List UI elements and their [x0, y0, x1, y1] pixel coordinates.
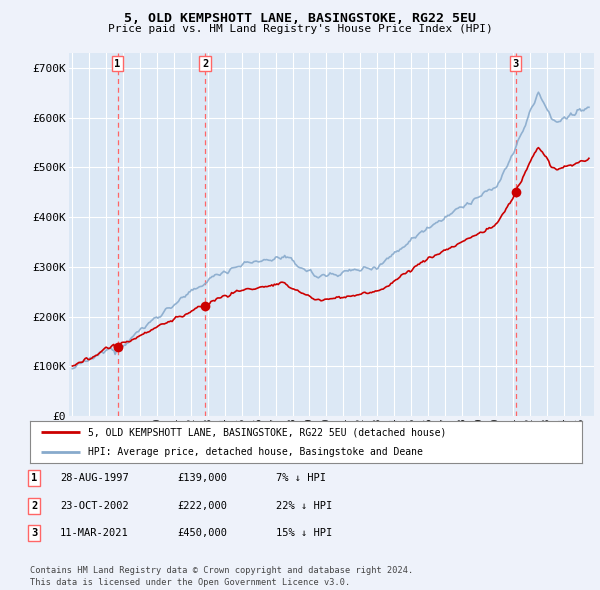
- Text: Price paid vs. HM Land Registry's House Price Index (HPI): Price paid vs. HM Land Registry's House …: [107, 24, 493, 34]
- Text: 1: 1: [115, 58, 121, 68]
- Text: 5, OLD KEMPSHOTT LANE, BASINGSTOKE, RG22 5EU: 5, OLD KEMPSHOTT LANE, BASINGSTOKE, RG22…: [124, 12, 476, 25]
- Text: 3: 3: [512, 58, 518, 68]
- Text: 3: 3: [31, 529, 37, 538]
- Text: 22% ↓ HPI: 22% ↓ HPI: [276, 501, 332, 510]
- Text: 28-AUG-1997: 28-AUG-1997: [60, 473, 129, 483]
- Text: 1: 1: [31, 473, 37, 483]
- Text: £450,000: £450,000: [177, 529, 227, 538]
- Text: 2: 2: [31, 501, 37, 510]
- Text: 23-OCT-2002: 23-OCT-2002: [60, 501, 129, 510]
- Text: £139,000: £139,000: [177, 473, 227, 483]
- Text: 7% ↓ HPI: 7% ↓ HPI: [276, 473, 326, 483]
- Text: 11-MAR-2021: 11-MAR-2021: [60, 529, 129, 538]
- Text: 5, OLD KEMPSHOTT LANE, BASINGSTOKE, RG22 5EU (detached house): 5, OLD KEMPSHOTT LANE, BASINGSTOKE, RG22…: [88, 427, 446, 437]
- Text: £222,000: £222,000: [177, 501, 227, 510]
- Text: 15% ↓ HPI: 15% ↓ HPI: [276, 529, 332, 538]
- Text: HPI: Average price, detached house, Basingstoke and Deane: HPI: Average price, detached house, Basi…: [88, 447, 423, 457]
- Text: Contains HM Land Registry data © Crown copyright and database right 2024.
This d: Contains HM Land Registry data © Crown c…: [30, 566, 413, 587]
- Text: 2: 2: [202, 58, 208, 68]
